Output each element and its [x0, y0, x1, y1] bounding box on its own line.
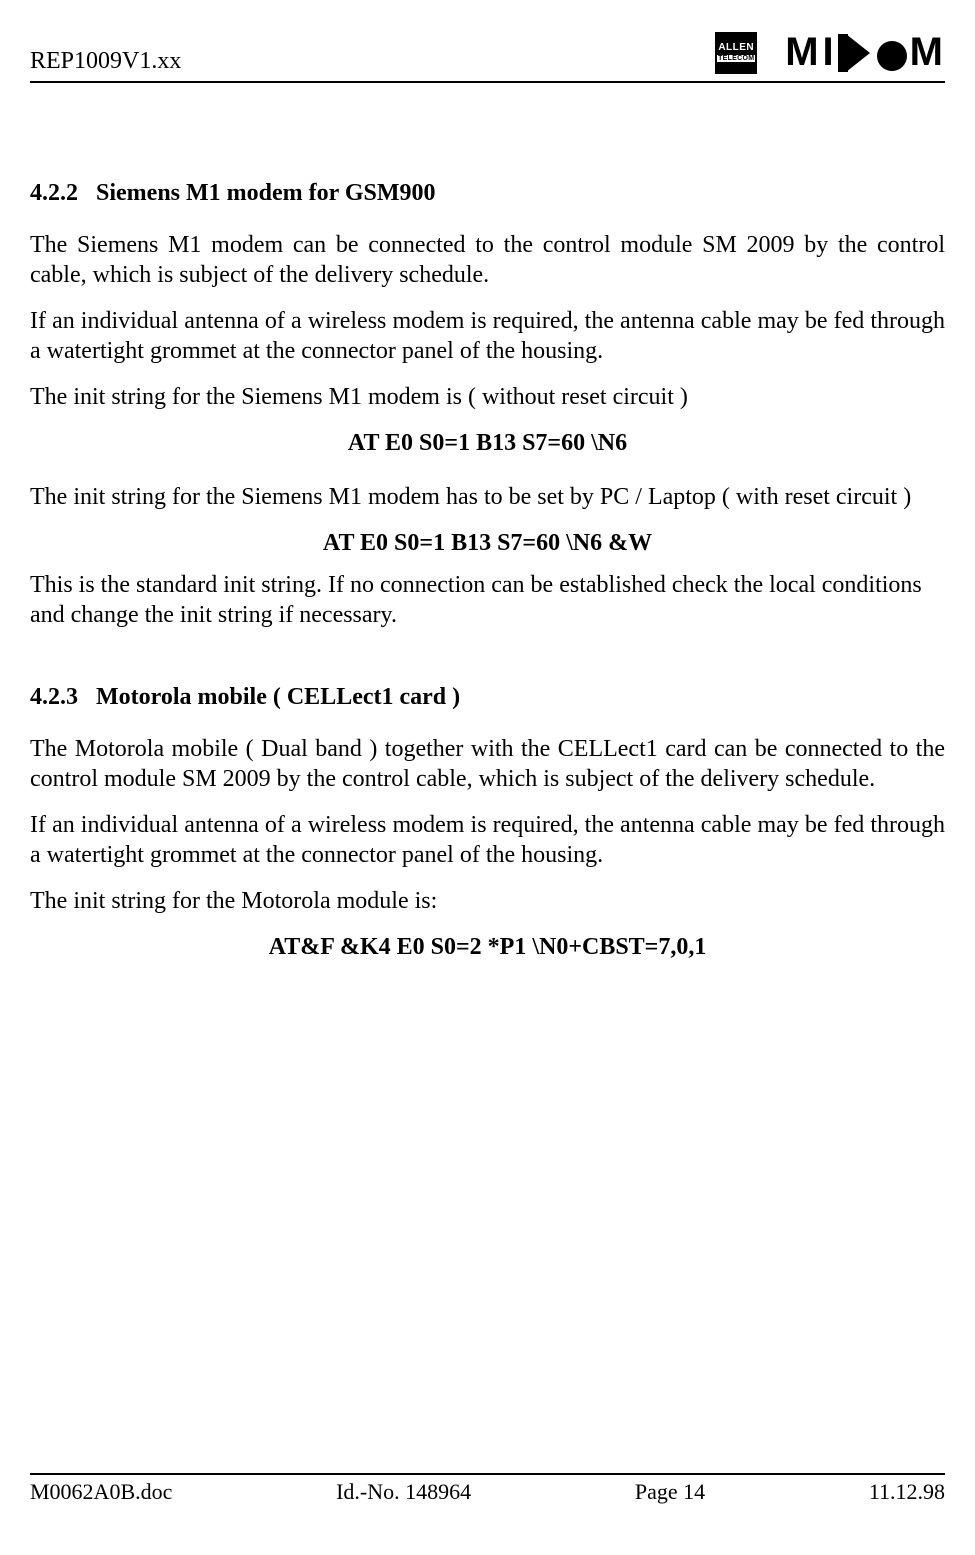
footer-date: 11.12.98: [869, 1479, 945, 1505]
logo1-line1: ALLEN: [718, 43, 754, 53]
s1-p3: The init string for the Siemens M1 modem…: [30, 382, 945, 412]
section-number: 4.2.3: [30, 682, 78, 712]
s2-p3: The init string for the Motorola module …: [30, 886, 945, 916]
mikom-k-icon: [838, 34, 872, 72]
footer-page: Page 14: [635, 1479, 705, 1505]
s2-init1: AT&F &K4 E0 S0=2 *P1 \N0+CBST=7,0,1: [30, 932, 945, 962]
section-gap: [30, 646, 945, 682]
mikom-dot-icon: [877, 41, 907, 71]
page-footer: M0062A0B.doc Id.-No. 148964 Page 14 11.1…: [30, 1473, 945, 1505]
mikom-mi: MI: [785, 30, 837, 75]
section-title: Siemens M1 modem for GSM900: [96, 178, 436, 208]
logo1-line2: TELECOM: [717, 55, 755, 62]
section-heading-422: 4.2.2 Siemens M1 modem for GSM900: [30, 178, 945, 208]
section-title: Motorola mobile ( CELLect1 card ): [96, 682, 460, 712]
allen-telecom-logo-icon: ALLEN TELECOM: [715, 32, 757, 74]
s1-p1: The Siemens M1 modem can be connected to…: [30, 230, 945, 290]
doc-reference: REP1009V1.xx: [30, 48, 181, 75]
footer-filename: M0062A0B.doc: [30, 1479, 172, 1505]
s2-p2: If an individual antenna of a wireless m…: [30, 810, 945, 870]
page-header: REP1009V1.xx ALLEN TELECOM MI M: [30, 30, 945, 83]
s1-init2: AT E0 S0=1 B13 S7=60 \N6 &W: [30, 528, 945, 558]
s1-p5: This is the standard init string. If no …: [30, 570, 945, 630]
header-logos: ALLEN TELECOM MI M: [715, 30, 945, 75]
footer-id: Id.-No. 148964: [336, 1479, 471, 1505]
s1-init1: AT E0 S0=1 B13 S7=60 \N6: [30, 428, 945, 458]
s1-p2: If an individual antenna of a wireless m…: [30, 306, 945, 366]
section-number: 4.2.2: [30, 178, 78, 208]
mikom-logo-icon: MI M: [785, 30, 945, 75]
s1-p4: The init string for the Siemens M1 modem…: [30, 482, 945, 512]
mikom-m: M: [910, 30, 945, 75]
section-heading-423: 4.2.3 Motorola mobile ( CELLect1 card ): [30, 682, 945, 712]
s2-p1: The Motorola mobile ( Dual band ) togeth…: [30, 734, 945, 794]
document-body: 4.2.2 Siemens M1 modem for GSM900 The Si…: [30, 178, 945, 962]
